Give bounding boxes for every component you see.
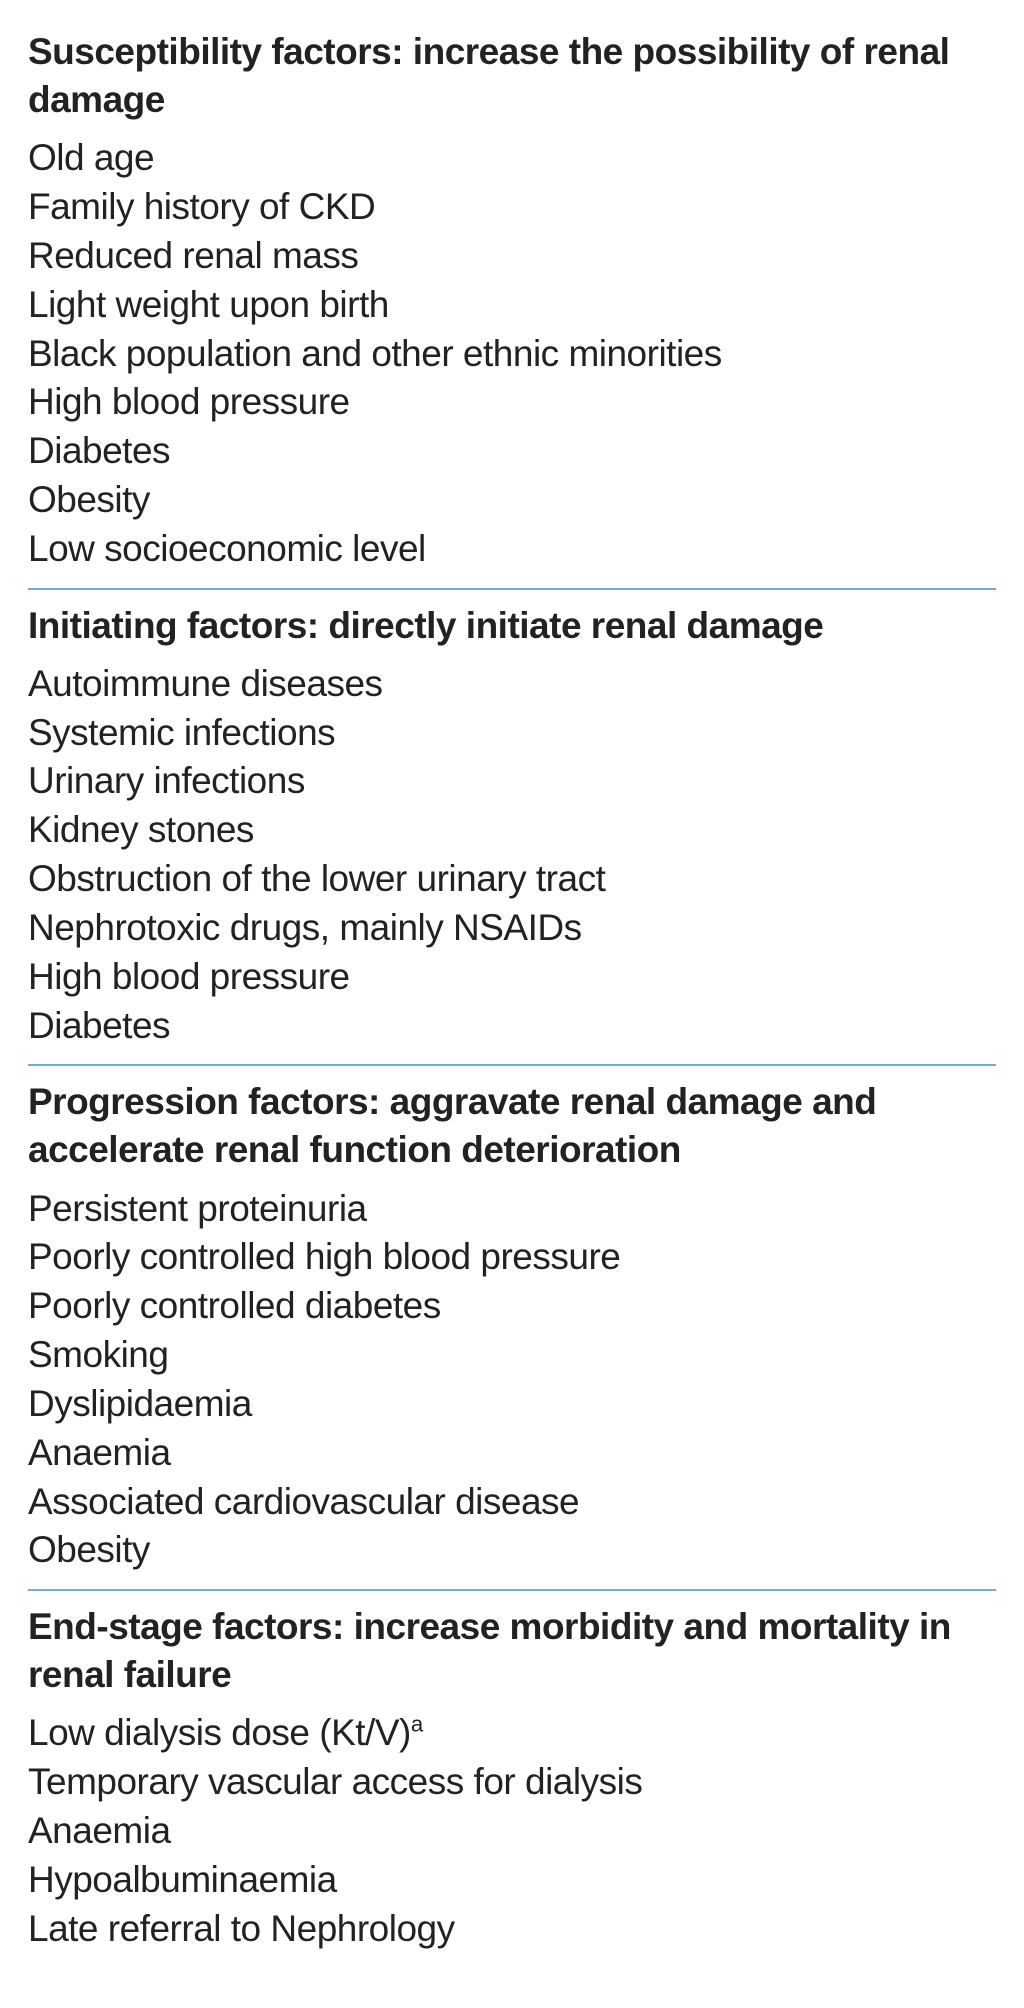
- list-item: Persistent proteinuria: [28, 1185, 996, 1234]
- list-item: Low dialysis dose (Kt/V)a: [28, 1709, 996, 1758]
- list-item: Old age: [28, 134, 996, 183]
- section-heading: Initiating factors: directly initiate re…: [28, 602, 996, 650]
- list-item: Dyslipidaemia: [28, 1380, 996, 1429]
- list-item: Anaemia: [28, 1429, 996, 1478]
- list-item: High blood pressure: [28, 953, 996, 1002]
- list-item: Poorly controlled high blood pressure: [28, 1233, 996, 1282]
- document-page: Susceptibility factors: increase the pos…: [0, 0, 1024, 2008]
- list-item: Diabetes: [28, 427, 996, 476]
- section-heading: Susceptibility factors: increase the pos…: [28, 28, 996, 124]
- list-item: High blood pressure: [28, 378, 996, 427]
- section: End-stage factors: increase morbidity an…: [28, 1589, 996, 1967]
- list-item: Black population and other ethnic minori…: [28, 330, 996, 379]
- list-item: Urinary infections: [28, 757, 996, 806]
- list-item: Anaemia: [28, 1807, 996, 1856]
- list-item: Nephrotoxic drugs, mainly NSAIDs: [28, 904, 996, 953]
- list-item: Diabetes: [28, 1002, 996, 1051]
- section-heading: End-stage factors: increase morbidity an…: [28, 1603, 996, 1699]
- list-item: Obesity: [28, 1526, 996, 1575]
- section: Initiating factors: directly initiate re…: [28, 588, 996, 1065]
- list-item: Hypoalbuminaemia: [28, 1856, 996, 1905]
- list-item: Light weight upon birth: [28, 281, 996, 330]
- section: Progression factors: aggravate renal dam…: [28, 1064, 996, 1589]
- list-item: Autoimmune diseases: [28, 660, 996, 709]
- list-item: Late referral to Nephrology: [28, 1905, 996, 1954]
- list-item: Smoking: [28, 1331, 996, 1380]
- list-item: Associated cardiovascular disease: [28, 1478, 996, 1527]
- list-item: Systemic infections: [28, 709, 996, 758]
- list-item: Kidney stones: [28, 806, 996, 855]
- list-item: Poorly controlled diabetes: [28, 1282, 996, 1331]
- section-heading: Progression factors: aggravate renal dam…: [28, 1078, 996, 1174]
- list-item: Family history of CKD: [28, 183, 996, 232]
- list-item: Temporary vascular access for dialysis: [28, 1758, 996, 1807]
- list-item: Obstruction of the lower urinary tract: [28, 855, 996, 904]
- list-item: Obesity: [28, 476, 996, 525]
- list-item: Low socioeconomic level: [28, 525, 996, 574]
- section: Susceptibility factors: increase the pos…: [28, 16, 996, 588]
- list-item: Reduced renal mass: [28, 232, 996, 281]
